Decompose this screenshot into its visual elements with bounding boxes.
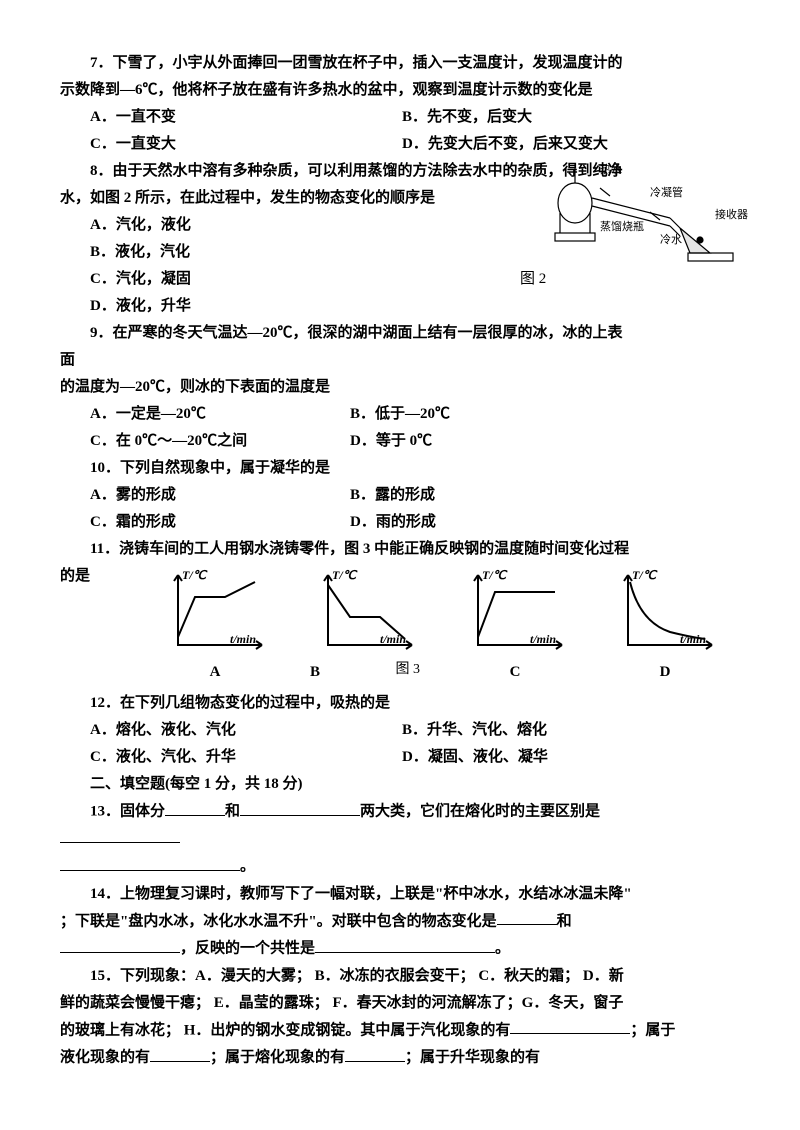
svg-text:冷水: 冷水 — [660, 233, 682, 246]
q12-options-row2: C．液化、汽化、升华 D．凝固、液化、凝华 — [60, 744, 740, 771]
q13-blank-line — [60, 826, 740, 854]
blank-input[interactable] — [60, 935, 180, 953]
q8-option-c: C．汽化，凝固 — [60, 266, 520, 293]
section-2-header: 二、填空题(每空 1 分，共 18 分) — [60, 771, 740, 798]
q15-line4: 液化现象的有；属于熔化现象的有；属于升华现象的有 — [60, 1044, 740, 1072]
svg-text:T/℃: T/℃ — [332, 568, 358, 582]
q9-option-d: D．等于 0℃ — [350, 428, 662, 455]
q7-stem-line1: 7．下雪了，小宇从外面捧回一团雪放在杯子中，插入一支温度计，发现温度计的 — [60, 50, 740, 77]
q14-line3: ，反映的一个共性是。 — [60, 935, 740, 963]
blank-input[interactable] — [60, 853, 240, 871]
svg-text:T/℃: T/℃ — [632, 568, 658, 582]
q9-option-b: B．低于—20℃ — [350, 401, 662, 428]
q9-option-c: C．在 0℃～—20℃之间 — [90, 428, 350, 455]
q9-stem-line1: 9．在严寒的冬天气温达—20℃，很深的湖中湖面上结有一层很厚的冰，冰的上表 — [60, 320, 740, 347]
q12-stem: 12．在下列几组物态变化的过程中，吸热的是 — [60, 690, 740, 717]
svg-text:t/min: t/min — [380, 632, 406, 646]
q9-option-a: A．一定是—20℃ — [90, 401, 350, 428]
q10-options-row1: A．雾的形成 B．露的形成 — [60, 482, 740, 509]
q9-stem-line3: 的温度为—20℃，则冰的下表面的温度是 — [60, 374, 740, 401]
q10-stem: 10．下列自然现象中，属于凝华的是 — [60, 455, 740, 482]
q10-option-a: A．雾的形成 — [90, 482, 350, 509]
q11-graph-c: T/℃ t/min C — [460, 567, 570, 686]
blank-input[interactable] — [240, 798, 360, 816]
q10-options-row2: C．霜的形成 D．雨的形成 — [60, 509, 740, 536]
q10-option-b: B．露的形成 — [350, 482, 662, 509]
q7-option-c: C．一直变大 — [90, 131, 402, 158]
svg-text:T/℃: T/℃ — [182, 568, 208, 582]
q15-line2: 鲜的蔬菜会慢慢干瘪； E．晶莹的露珠； F．春天冰封的河流解冻了；G．冬天，窗子 — [60, 990, 740, 1017]
q7-stem-line2: 示数降到—6℃，他将杯子放在盛有许多热水的盆中，观察到温度计示数的变化是 — [60, 77, 740, 104]
svg-text:冷凝管: 冷凝管 — [650, 185, 683, 199]
q12-option-a: A．熔化、液化、汽化 — [90, 717, 402, 744]
q7-options-row2: C．一直变大 D．先变大后不变，后来又变大 — [60, 131, 740, 158]
blank-input[interactable] — [345, 1044, 405, 1062]
q8-option-d: D．液化，升华 — [60, 293, 740, 320]
q7-option-d: D．先变大后不变，后来又变大 — [402, 131, 714, 158]
svg-text:t/min: t/min — [530, 632, 556, 646]
svg-text:热水: 热水 — [600, 163, 622, 176]
q9-options-row1: A．一定是—20℃ B．低于—20℃ — [60, 401, 740, 428]
q12-options-row1: A．熔化、液化、汽化 B．升华、汽化、熔化 — [60, 717, 740, 744]
figure-2-distillation: 热水 冷凝管 蒸馏烧瓶 冷水 接收器 — [550, 158, 750, 278]
svg-text:t/min: t/min — [680, 632, 706, 646]
svg-text:接收器: 接收器 — [715, 207, 748, 221]
q11-stem-line1: 11．浇铸车间的工人用钢水浇铸零件，图 3 中能正确反映钢的温度随时间变化过程 — [60, 536, 740, 563]
q12-option-b: B．升华、汽化、熔化 — [402, 717, 714, 744]
q15-line1: 15．下列现象：A．漫天的大雾； B．冰冻的衣服会变干； C．秋天的霜； D．新 — [60, 963, 740, 990]
q11-stem-line2: 的是 — [60, 563, 110, 690]
blank-input[interactable] — [60, 826, 180, 844]
q9-stem-line2: 面 — [60, 347, 740, 374]
q10-option-d: D．雨的形成 — [350, 509, 662, 536]
q7-option-b: B．先不变，后变大 — [402, 104, 714, 131]
svg-text:蒸馏烧瓶: 蒸馏烧瓶 — [600, 219, 644, 233]
q11-graph-b: T/℃ t/min B图 3 — [310, 567, 420, 686]
q14-line2: ；下联是"盘内水冰，冰化水水温不升"。对联中包含的物态变化是和 — [60, 908, 740, 936]
q11-graph-d: T/℃ t/min D — [610, 567, 720, 686]
q7-option-a: A．一直不变 — [90, 104, 402, 131]
q13-line: 13．固体分和两大类，它们在熔化时的主要区别是 — [60, 798, 740, 826]
q12-option-d: D．凝固、液化、凝华 — [402, 744, 714, 771]
q13-end: 。 — [60, 853, 740, 881]
q7-options-row1: A．一直不变 B．先不变，后变大 — [60, 104, 740, 131]
q9-options-row2: C．在 0℃～—20℃之间 D．等于 0℃ — [60, 428, 740, 455]
q15-line3: 的玻璃上有冰花； H．出炉的钢水变成钢锭。其中属于汽化现象的有；属于 — [60, 1017, 740, 1045]
svg-text:t/min: t/min — [230, 632, 256, 646]
q11-graph-a: T/℃ t/min A — [160, 567, 270, 686]
blank-input[interactable] — [165, 798, 225, 816]
figure-3-label: 图 3 — [396, 657, 421, 686]
q14-line1: 14．上物理复习课时，教师写下了一幅对联，上联是"杯中冰水，水结冰冰温未降" — [60, 881, 740, 908]
blank-input[interactable] — [497, 908, 557, 926]
blank-input[interactable] — [510, 1017, 630, 1035]
svg-text:T/℃: T/℃ — [482, 568, 508, 582]
q10-option-c: C．霜的形成 — [90, 509, 350, 536]
q12-option-c: C．液化、汽化、升华 — [90, 744, 402, 771]
q11-graphs-row: T/℃ t/min A T/℃ t/min B图 3 — [140, 567, 740, 686]
blank-input[interactable] — [315, 935, 495, 953]
blank-input[interactable] — [150, 1044, 210, 1062]
